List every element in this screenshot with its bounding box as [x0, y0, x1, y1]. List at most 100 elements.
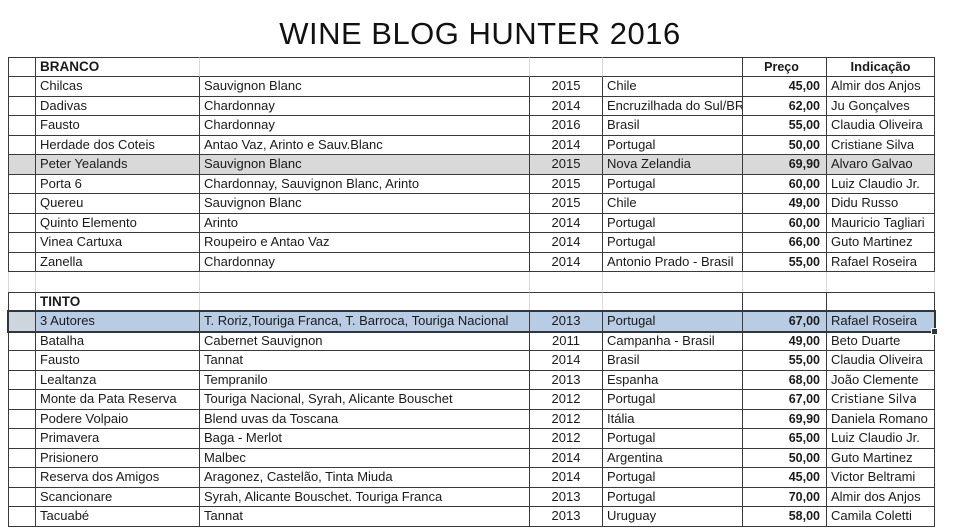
cell-year[interactable]: 2012: [530, 390, 603, 410]
cell-grapes[interactable]: Sauvignon Blanc: [200, 194, 530, 214]
cell-indication[interactable]: Cristiane Silva: [827, 390, 935, 410]
empty-cell[interactable]: [200, 57, 530, 77]
cell-year[interactable]: 2013: [530, 487, 603, 507]
cell-wine-name[interactable]: Porta 6: [36, 174, 200, 194]
cell-indication[interactable]: Camila Coletti: [827, 507, 935, 527]
cell-year[interactable]: 2014: [530, 96, 603, 116]
cell-year[interactable]: 2016: [530, 116, 603, 136]
cell-price[interactable]: 45,00: [743, 468, 827, 488]
cell-origin[interactable]: Antonio Prado - Brasil: [603, 252, 743, 272]
row-header-cell[interactable]: [8, 213, 36, 233]
row-header-cell[interactable]: [8, 252, 36, 272]
cell-price[interactable]: 45,00: [743, 77, 827, 97]
cell-origin[interactable]: Portugal: [603, 233, 743, 253]
cell-grapes[interactable]: Aragonez, Castelão, Tinta Miuda: [200, 468, 530, 488]
row-header-cell[interactable]: [8, 77, 36, 97]
cell-indication[interactable]: João Clemente: [827, 370, 935, 390]
price-column-header[interactable]: [743, 292, 827, 312]
empty-cell[interactable]: [603, 292, 743, 312]
row-header-cell[interactable]: [8, 96, 36, 116]
row-header-cell[interactable]: [8, 429, 36, 449]
cell-indication[interactable]: Luiz Claudio Jr.: [827, 174, 935, 194]
cell-wine-name[interactable]: Primavera: [36, 429, 200, 449]
empty-cell[interactable]: [530, 292, 603, 312]
cell-price[interactable]: 67,00: [743, 390, 827, 410]
cell-price[interactable]: 58,00: [743, 507, 827, 527]
cell-wine-name[interactable]: Dadivas: [36, 96, 200, 116]
cell-wine-name[interactable]: Herdade dos Coteis: [36, 135, 200, 155]
cell-origin[interactable]: Portugal: [603, 312, 743, 332]
cell-year[interactable]: 2013: [530, 507, 603, 527]
cell-grapes[interactable]: Syrah, Alicante Bouschet. Touriga Franca: [200, 487, 530, 507]
row-header-cell[interactable]: [8, 292, 36, 312]
cell-wine-name[interactable]: Tacuabé: [36, 507, 200, 527]
cell-indication[interactable]: Victor Beltrami: [827, 468, 935, 488]
row-header-cell[interactable]: [8, 312, 36, 332]
cell-indication[interactable]: Claudia Oliveira: [827, 116, 935, 136]
cell-indication[interactable]: Cristiane Silva: [827, 135, 935, 155]
cell-origin[interactable]: Campanha - Brasil: [603, 331, 743, 351]
cell-indication[interactable]: Alvaro Galvao: [827, 155, 935, 175]
cell-grapes[interactable]: Chardonnay, Sauvignon Blanc, Arinto: [200, 174, 530, 194]
cell-year[interactable]: 2014: [530, 351, 603, 371]
cell-origin[interactable]: Portugal: [603, 429, 743, 449]
cell-grapes[interactable]: Touriga Nacional, Syrah, Alicante Bousch…: [200, 390, 530, 410]
section-label-cell[interactable]: TINTO: [36, 292, 200, 312]
cell-grapes[interactable]: Chardonnay: [200, 116, 530, 136]
cell-price[interactable]: 62,00: [743, 96, 827, 116]
cell-indication[interactable]: Guto Martinez: [827, 448, 935, 468]
cell-origin[interactable]: Portugal: [603, 390, 743, 410]
cell-origin[interactable]: Chile: [603, 194, 743, 214]
cell-wine-name[interactable]: Scancionare: [36, 487, 200, 507]
row-header-cell[interactable]: [8, 351, 36, 371]
cell-year[interactable]: 2014: [530, 233, 603, 253]
row-header-cell[interactable]: [8, 390, 36, 410]
cell-price[interactable]: 55,00: [743, 351, 827, 371]
cell-year[interactable]: 2011: [530, 331, 603, 351]
cell-year[interactable]: 2015: [530, 77, 603, 97]
cell-origin[interactable]: Argentina: [603, 448, 743, 468]
section-label-cell[interactable]: BRANCO: [36, 57, 200, 77]
cell-grapes[interactable]: Chardonnay: [200, 96, 530, 116]
cell-price[interactable]: 70,00: [743, 487, 827, 507]
cell-price[interactable]: 50,00: [743, 448, 827, 468]
cell-grapes[interactable]: Tempranilo: [200, 370, 530, 390]
cell-origin[interactable]: Portugal: [603, 213, 743, 233]
cell-indication[interactable]: Beto Duarte: [827, 331, 935, 351]
cell-wine-name[interactable]: Chilcas: [36, 77, 200, 97]
cell-grapes[interactable]: Blend uvas da Toscana: [200, 409, 530, 429]
price-column-header[interactable]: Preço: [743, 57, 827, 77]
cell-grapes[interactable]: Sauvignon Blanc: [200, 77, 530, 97]
cell-origin[interactable]: Portugal: [603, 468, 743, 488]
cell-price[interactable]: 67,00: [743, 312, 827, 332]
row-header-cell[interactable]: [8, 468, 36, 488]
cell-indication[interactable]: Daniela Romano: [827, 409, 935, 429]
empty-cell[interactable]: [200, 292, 530, 312]
cell-year[interactable]: 2015: [530, 155, 603, 175]
empty-cell[interactable]: [603, 57, 743, 77]
cell-indication[interactable]: Ju Gonçalves: [827, 96, 935, 116]
cell-indication[interactable]: Didu Russo: [827, 194, 935, 214]
cell-indication[interactable]: Rafael Roseira: [827, 252, 935, 272]
cell-wine-name[interactable]: Vinea Cartuxa: [36, 233, 200, 253]
empty-cell[interactable]: [530, 57, 603, 77]
cell-grapes[interactable]: Arinto: [200, 213, 530, 233]
cell-grapes[interactable]: Chardonnay: [200, 252, 530, 272]
row-header-cell[interactable]: [8, 135, 36, 155]
cell-grapes[interactable]: Roupeiro e Antao Vaz: [200, 233, 530, 253]
row-header-cell[interactable]: [8, 409, 36, 429]
cell-indication[interactable]: Guto Martinez: [827, 233, 935, 253]
cell-year[interactable]: 2013: [530, 312, 603, 332]
indication-column-header[interactable]: Indicação: [827, 57, 935, 77]
cell-year[interactable]: 2014: [530, 468, 603, 488]
cell-origin[interactable]: Nova Zelandia: [603, 155, 743, 175]
cell-grapes[interactable]: Antao Vaz, Arinto e Sauv.Blanc: [200, 135, 530, 155]
row-header-cell[interactable]: [8, 331, 36, 351]
cell-wine-name[interactable]: Quinto Elemento: [36, 213, 200, 233]
cell-wine-name[interactable]: Quereu: [36, 194, 200, 214]
cell-year[interactable]: 2014: [530, 448, 603, 468]
cell-year[interactable]: 2012: [530, 429, 603, 449]
cell-grapes[interactable]: Tannat: [200, 507, 530, 527]
cell-wine-name[interactable]: Peter Yealands: [36, 155, 200, 175]
cell-price[interactable]: 55,00: [743, 252, 827, 272]
